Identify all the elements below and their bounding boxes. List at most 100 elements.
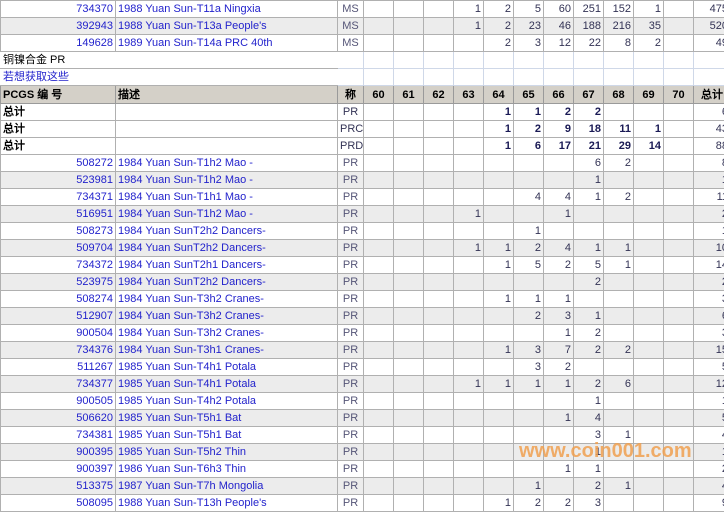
grade-count-cell xyxy=(664,410,694,427)
description-cell[interactable] xyxy=(116,121,338,138)
description-cell[interactable]: 1988 Yuan Sun-T13a People's xyxy=(116,18,338,35)
description-cell[interactable]: 1984 Yuan Sun-T1h2 Mao - xyxy=(116,206,338,223)
description-cell[interactable]: 1984 Yuan Sun-T1h2 Mao - xyxy=(116,172,338,189)
table-row[interactable]: 总计PRD161721291488 xyxy=(1,138,724,155)
grade-count-cell: 3 xyxy=(514,342,544,359)
description-cell[interactable]: 1985 Yuan Sun-T5h2 Thin xyxy=(116,444,338,461)
description-cell[interactable]: 1984 Yuan Sun-T3h2 Cranes- xyxy=(116,325,338,342)
pcgs-number-cell[interactable]: 512907 xyxy=(1,308,116,325)
pcgs-number-cell[interactable]: 734370 xyxy=(1,1,116,18)
pcgs-number-cell[interactable]: 506620 xyxy=(1,410,116,427)
grade-count-cell xyxy=(364,155,394,172)
pcgs-number-cell[interactable]: 508272 xyxy=(1,155,116,172)
description-cell[interactable] xyxy=(116,138,338,155)
description-cell[interactable]: 1989 Yuan Sun-T14a PRC 40th xyxy=(116,35,338,52)
row-total-cell: 6 xyxy=(694,308,724,325)
pcgs-number-cell[interactable]: 734372 xyxy=(1,257,116,274)
description-cell[interactable]: 1984 Yuan SunT2h1 Dancers- xyxy=(116,257,338,274)
pcgs-number-cell[interactable]: 900397 xyxy=(1,461,116,478)
grade-count-cell: 2 xyxy=(604,155,634,172)
grade-count-cell: 4 xyxy=(514,189,544,206)
grade-count-cell xyxy=(634,223,664,240)
description-cell[interactable]: 1984 Yuan SunT2h2 Dancers- xyxy=(116,274,338,291)
grade-count-cell xyxy=(664,138,694,155)
pcgs-number-cell[interactable]: 734381 xyxy=(1,427,116,444)
note-row[interactable]: 若想获取这些 xyxy=(1,69,724,86)
description-cell[interactable]: 1985 Yuan Sun-T5h1 Bat xyxy=(116,427,338,444)
description-cell[interactable]: 1984 Yuan SunT2h2 Dancers- xyxy=(116,223,338,240)
description-cell[interactable]: 1984 Yuan Sun-T1h2 Mao - xyxy=(116,155,338,172)
row-total-cell: 43 xyxy=(694,121,724,138)
pcgs-number-cell[interactable]: 149628 xyxy=(1,35,116,52)
pcgs-number-cell[interactable]: 508095 xyxy=(1,495,116,512)
description-cell[interactable]: 1988 Yuan Sun-T13h People's xyxy=(116,495,338,512)
description-cell[interactable]: 1985 Yuan Sun-T4h2 Potala xyxy=(116,393,338,410)
pcgs-number-cell[interactable]: 523975 xyxy=(1,274,116,291)
grade-count-cell xyxy=(424,257,454,274)
empty-cell xyxy=(634,69,664,86)
pcgs-number-cell[interactable]: 734377 xyxy=(1,376,116,393)
pcgs-number-cell[interactable]: 734376 xyxy=(1,342,116,359)
pcgs-number-cell[interactable]: 392943 xyxy=(1,18,116,35)
description-cell[interactable]: 1986 Yuan Sun-T6h3 Thin xyxy=(116,461,338,478)
pcgs-number-cell[interactable]: 508274 xyxy=(1,291,116,308)
description-cell[interactable]: 1984 Yuan Sun-T3h1 Cranes- xyxy=(116,342,338,359)
pcgs-number-cell[interactable]: 513375 xyxy=(1,478,116,495)
description-cell[interactable] xyxy=(116,104,338,121)
description-cell[interactable]: 1984 Yuan Sun-T3h2 Cranes- xyxy=(116,291,338,308)
pcgs-number-cell[interactable]: 总计 xyxy=(1,104,116,121)
pcgs-number-cell[interactable]: 516951 xyxy=(1,206,116,223)
empty-cell xyxy=(364,69,394,86)
pcgs-number-cell[interactable]: 总计 xyxy=(1,121,116,138)
pcgs-number-cell[interactable]: 900395 xyxy=(1,444,116,461)
description-cell[interactable]: 1985 Yuan Sun-T4h1 Potala xyxy=(116,376,338,393)
description-cell[interactable]: 1985 Yuan Sun-T5h1 Bat xyxy=(116,410,338,427)
description-cell[interactable]: 1988 Yuan Sun-T11a Ningxia xyxy=(116,1,338,18)
pcgs-number-cell[interactable]: 523981 xyxy=(1,172,116,189)
pcgs-number-cell[interactable]: 508273 xyxy=(1,223,116,240)
table-row[interactable]: 总计PR11226 xyxy=(1,104,724,121)
table-row[interactable]: 总计PRC1291811143 xyxy=(1,121,724,138)
description-cell[interactable]: 1984 Yuan SunT2h2 Dancers- xyxy=(116,240,338,257)
pcgs-number-cell[interactable]: 734371 xyxy=(1,189,116,206)
row-total-cell: 10 xyxy=(694,240,724,257)
empty-cell xyxy=(424,52,454,69)
pcgs-number-cell[interactable]: 900504 xyxy=(1,325,116,342)
grade-count-cell xyxy=(604,172,634,189)
description-cell[interactable]: 1984 Yuan Sun-T3h2 Cranes- xyxy=(116,308,338,325)
description-cell[interactable]: 1984 Yuan Sun-T1h1 Mao - xyxy=(116,189,338,206)
grade-count-cell xyxy=(664,478,694,495)
pcgs-number-cell[interactable]: 900505 xyxy=(1,393,116,410)
pcgs-number-cell[interactable]: 总计 xyxy=(1,138,116,155)
grade-count-cell: 6 xyxy=(514,138,544,155)
note-link[interactable]: 若想获取这些 xyxy=(1,69,338,86)
description-cell[interactable]: 1985 Yuan Sun-T4h1 Potala xyxy=(116,359,338,376)
description-cell[interactable]: 1987 Yuan Sun-T7h Mongolia xyxy=(116,478,338,495)
pcgs-number-cell[interactable]: 509704 xyxy=(1,240,116,257)
pcgs-number-cell[interactable]: 511267 xyxy=(1,359,116,376)
